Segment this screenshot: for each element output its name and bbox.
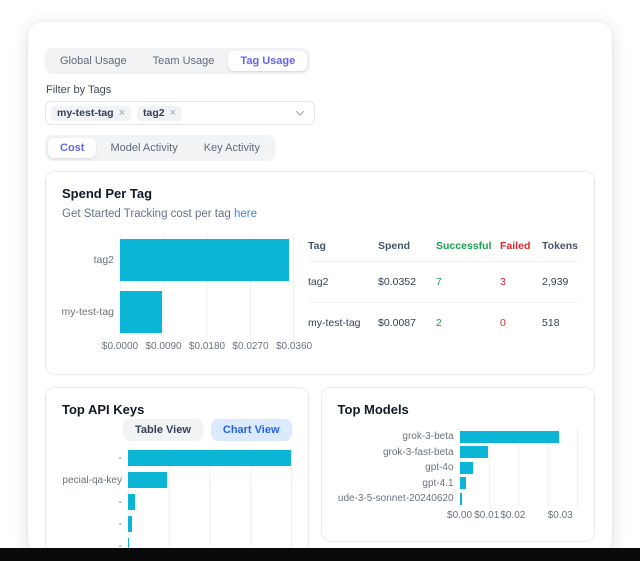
x-tick: $0.0000 <box>101 341 139 352</box>
spend-per-tag-subtitle: Get Started Tracking cost per tag here <box>62 208 578 220</box>
model-bar <box>459 430 560 443</box>
chart-plot-area <box>128 447 292 557</box>
y-axis-label: grok-3-fast-beta <box>382 446 454 458</box>
cell-successful: 2 <box>436 317 442 329</box>
y-axis-label: grok-3-beta <box>402 431 454 443</box>
remove-tag-icon[interactable]: × <box>118 106 126 119</box>
y-axis-label: - <box>118 540 122 552</box>
x-tick: $0.02 <box>500 509 526 521</box>
spend-per-tag-panel: Spend Per Tag Get Started Tracking cost … <box>45 171 595 375</box>
api-key-bar <box>128 516 132 532</box>
tag-filter-select[interactable]: my-test-tag × tag2 × <box>45 101 315 125</box>
chevron-down-icon[interactable] <box>294 107 306 119</box>
x-tick: $0.00 <box>447 509 473 521</box>
table-row: my-test-tag $0.0087 2 0 518 <box>308 303 578 343</box>
y-axis-label: - <box>118 452 122 464</box>
chart-plot-area <box>120 234 295 338</box>
x-tick: $0.0090 <box>145 341 182 352</box>
chart-view-button[interactable]: Chart View <box>210 419 292 441</box>
top-api-keys-chart: - pecial-qa-key - - - <box>62 447 292 557</box>
spend-per-tag-title: Spend Per Tag <box>62 186 153 201</box>
tab-model-activity[interactable]: Model Activity <box>110 142 178 154</box>
y-axis-label: claude-3-5-sonnet-20240620 <box>337 493 454 505</box>
subtitle-text: Get Started Tracking cost per tag <box>62 208 231 220</box>
table-header-row: Tag Spend Successful Failed Tokens <box>308 236 578 262</box>
cell-tokens: 518 <box>542 317 560 329</box>
cell-spend: $0.0087 <box>378 317 416 329</box>
top-api-keys-panel: Top API Keys Table View Chart View - pec… <box>45 387 309 561</box>
top-models-chart: grok-3-beta grok-3-fast-beta gpt-4o gpt-… <box>338 429 578 522</box>
cell-tokens: 2,939 <box>542 276 569 288</box>
spend-per-tag-chart: tag2 my-test-tag $0.0000 $0.0090 $0.0180… <box>62 234 312 353</box>
y-axis-label: tag2 <box>93 254 114 266</box>
remove-tag-icon[interactable]: × <box>169 106 177 119</box>
model-bar <box>459 492 462 505</box>
tab-cost[interactable]: Cost <box>48 138 97 158</box>
y-axis-label: my-test-tag <box>62 306 114 318</box>
tracking-docs-link[interactable]: here <box>233 208 257 220</box>
y-axis-label: gpt-4.1 <box>422 477 454 489</box>
x-tick: $0.0180 <box>188 341 226 352</box>
tab-team-usage[interactable]: Team Usage <box>152 55 215 67</box>
x-tick: $0.0360 <box>275 341 313 352</box>
tag-chip-label: my-test-tag <box>57 106 114 119</box>
y-axis-label: - <box>118 518 122 530</box>
cell-tag: tag2 <box>308 276 329 288</box>
tab-global-usage[interactable]: Global Usage <box>60 55 127 67</box>
chart-plot-area <box>459 429 578 507</box>
table-view-button[interactable]: Table View <box>123 419 203 441</box>
tag-chip-label: tag2 <box>143 106 165 119</box>
x-tick: $0.0270 <box>232 341 269 352</box>
col-tokens: Tokens <box>542 240 578 252</box>
screen-bottom-edge <box>0 548 640 561</box>
top-api-keys-title: Top API Keys <box>62 402 145 417</box>
tab-key-activity[interactable]: Key Activity <box>203 142 260 154</box>
x-axis: $0.0000 $0.0090 $0.0180 $0.0270 $0.0360 <box>102 338 312 353</box>
cell-successful: 7 <box>436 276 442 288</box>
y-axis-label: gpt-4o <box>425 462 454 474</box>
y-axis-label: pecial-qa-key <box>62 474 122 486</box>
cell-failed: 0 <box>500 317 506 329</box>
dashboard-card: Global Usage Team Usage Tag Usage Filter… <box>28 22 612 561</box>
model-bar <box>459 477 466 490</box>
api-key-bar <box>128 450 291 466</box>
x-tick: $0.03 <box>547 509 573 521</box>
top-models-title: Top Models <box>337 402 409 417</box>
tag-chip-tag2[interactable]: tag2 × <box>137 105 183 121</box>
model-bar <box>459 461 473 474</box>
bar-my-test-tag <box>120 291 162 333</box>
cell-failed: 3 <box>500 276 506 288</box>
col-successful: Successful <box>436 240 492 252</box>
cell-spend: $0.0352 <box>378 276 416 288</box>
api-key-bar <box>128 472 168 488</box>
tab-tag-usage[interactable]: Tag Usage <box>228 51 308 71</box>
model-bar <box>459 446 488 459</box>
col-tag: Tag <box>308 240 326 252</box>
x-tick: $0.01 <box>474 509 500 521</box>
api-key-bar <box>128 494 136 510</box>
tag-chip-my-test-tag[interactable]: my-test-tag × <box>51 105 132 121</box>
filter-by-tags-label: Filter by Tags <box>46 84 112 96</box>
usage-tabbar: Global Usage Team Usage Tag Usage <box>45 48 311 74</box>
y-axis-label: - <box>118 496 122 508</box>
col-failed: Failed <box>500 240 531 252</box>
x-axis: $0.00 $0.01 $0.02 $0.03 <box>447 507 578 522</box>
bar-tag2 <box>120 239 290 281</box>
top-models-panel: Top Models grok-3-beta grok-3-fast-beta … <box>320 387 595 542</box>
cell-tag: my-test-tag <box>308 317 361 329</box>
table-row: tag2 $0.0352 7 3 2,939 <box>308 262 578 303</box>
spend-per-tag-table: Tag Spend Successful Failed Tokens tag2 … <box>308 236 578 353</box>
view-tabbar: Cost Model Activity Key Activity <box>45 135 275 161</box>
col-spend: Spend <box>378 240 411 252</box>
